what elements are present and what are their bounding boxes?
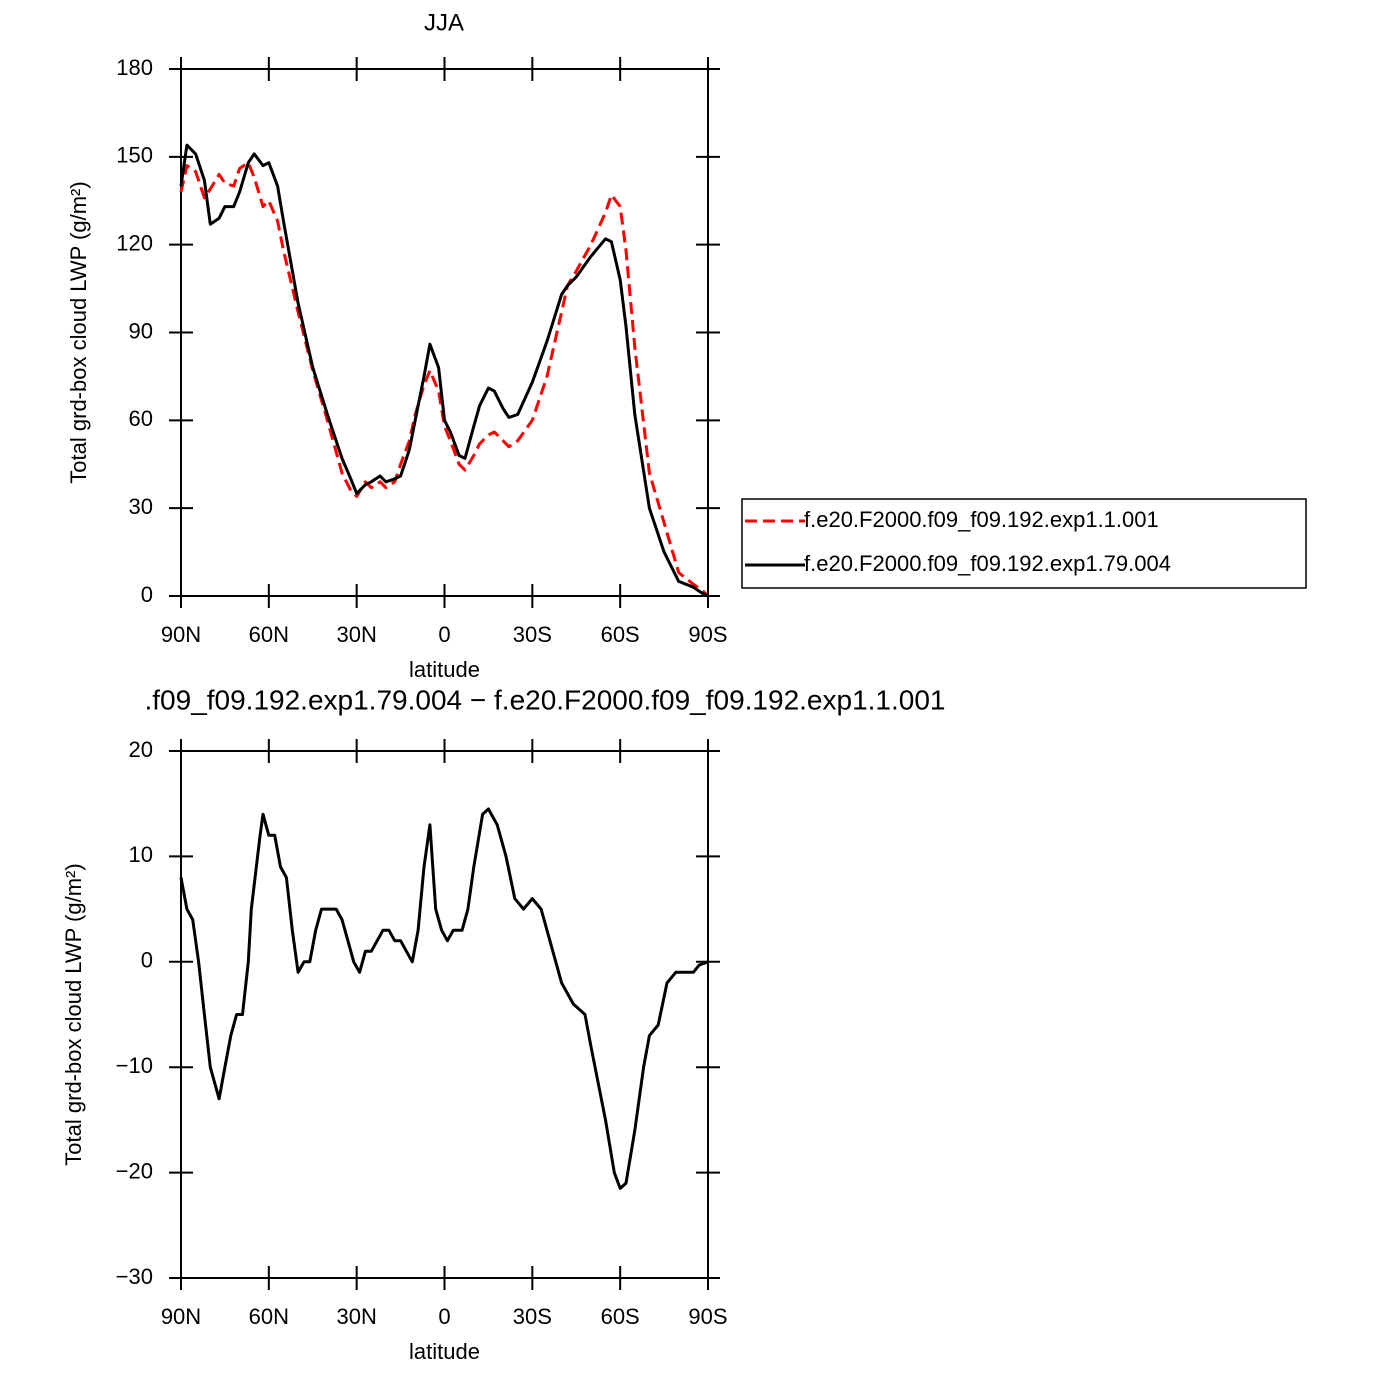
y-tick-label: 20 bbox=[129, 737, 153, 762]
x-tick-label: 60S bbox=[601, 622, 640, 647]
y-tick-label: −30 bbox=[116, 1264, 153, 1289]
data-line bbox=[179, 807, 709, 1190]
plot-frame bbox=[180, 750, 709, 1279]
plot-frame bbox=[180, 68, 709, 597]
chart-title: JJA bbox=[424, 9, 464, 36]
x-tick-label: 60N bbox=[249, 1304, 289, 1329]
x-tick-label: 0 bbox=[438, 1304, 450, 1329]
y-axis-label: Total grd-box cloud LWP (g/m²) bbox=[61, 863, 86, 1165]
data-line bbox=[179, 161, 710, 598]
y-tick-label: 0 bbox=[141, 582, 153, 607]
y-tick-label: 120 bbox=[116, 230, 153, 255]
legend-label: f.e20.F2000.f09_f09.192.exp1.79.004 bbox=[804, 551, 1171, 576]
x-axis-label: latitude bbox=[409, 1339, 480, 1364]
x-tick-label: 60N bbox=[249, 622, 289, 647]
legend-box bbox=[741, 498, 1307, 589]
x-tick-label: 0 bbox=[438, 622, 450, 647]
y-axis-label: Total grd-box cloud LWP (g/m²) bbox=[66, 181, 91, 483]
x-tick-label: 90N bbox=[161, 1304, 201, 1329]
y-tick-label: 60 bbox=[129, 406, 153, 431]
data-line bbox=[179, 143, 709, 598]
x-tick-label: 90N bbox=[161, 622, 201, 647]
legend: f.e20.F2000.f09_f09.192.exp1.1.001 f.e20.… bbox=[741, 498, 1307, 589]
y-tick-label: 180 bbox=[116, 55, 153, 80]
x-tick-label: 30N bbox=[336, 1304, 376, 1329]
y-tick-label: 30 bbox=[129, 494, 153, 519]
x-tick-label: 30S bbox=[513, 622, 552, 647]
x-tick-label: 30N bbox=[336, 622, 376, 647]
y-tick-label: −10 bbox=[116, 1053, 153, 1078]
y-tick-label: −20 bbox=[116, 1158, 153, 1183]
y-tick-label: 150 bbox=[116, 143, 153, 168]
y-tick-label: 10 bbox=[129, 842, 153, 867]
x-tick-label: 60S bbox=[601, 1304, 640, 1329]
x-axis-label: latitude bbox=[409, 657, 480, 682]
y-tick-label: 90 bbox=[129, 318, 153, 343]
x-tick-label: 90S bbox=[688, 1304, 727, 1329]
chart-title: .f09_f09.192.exp1.79.004 − f.e20.F2000.f… bbox=[144, 684, 945, 715]
y-tick-label: 0 bbox=[141, 948, 153, 973]
legend-label: f.e20.F2000.f09_f09.192.exp1.1.001 bbox=[804, 507, 1159, 532]
x-tick-label: 90S bbox=[688, 622, 727, 647]
x-tick-label: 30S bbox=[513, 1304, 552, 1329]
